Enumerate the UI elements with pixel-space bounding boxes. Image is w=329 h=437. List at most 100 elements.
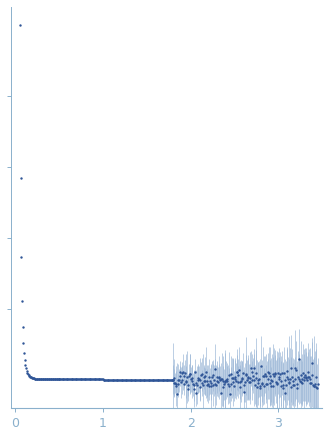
Point <box>256 380 261 387</box>
Point <box>135 376 140 383</box>
Point <box>196 376 202 383</box>
Point <box>40 376 45 383</box>
Point <box>299 375 304 382</box>
Point <box>249 369 254 376</box>
Point <box>70 376 75 383</box>
Point <box>204 369 209 376</box>
Point <box>239 374 244 381</box>
Point <box>176 377 182 384</box>
Point <box>175 377 180 384</box>
Point <box>211 372 216 379</box>
Point <box>27 372 32 379</box>
Point <box>203 378 208 385</box>
Point <box>304 374 309 381</box>
Point <box>314 374 319 381</box>
Point <box>63 376 68 383</box>
Point <box>133 376 138 383</box>
Point <box>76 376 82 383</box>
Point <box>210 374 215 381</box>
Point <box>291 382 296 388</box>
Point <box>309 379 314 386</box>
Point <box>215 374 220 381</box>
Point <box>276 374 281 381</box>
Point <box>91 376 96 383</box>
Point <box>292 376 298 383</box>
Point <box>119 376 124 383</box>
Point <box>147 376 152 383</box>
Point <box>188 370 193 377</box>
Point <box>78 376 83 383</box>
Point <box>200 371 205 378</box>
Point <box>67 376 73 383</box>
Point <box>39 376 44 383</box>
Point <box>134 376 139 383</box>
Point <box>312 382 317 389</box>
Point <box>138 376 143 383</box>
Point <box>166 376 172 383</box>
Point <box>262 371 267 378</box>
Point <box>277 371 283 378</box>
Point <box>231 383 237 390</box>
Point <box>269 382 274 389</box>
Point <box>35 375 40 382</box>
Point <box>26 371 31 378</box>
Point <box>183 378 188 385</box>
Point <box>189 378 194 385</box>
Point <box>180 377 185 384</box>
Point <box>99 376 105 383</box>
Point <box>170 376 176 383</box>
Point <box>250 377 255 384</box>
Point <box>230 378 235 385</box>
Point <box>18 175 23 182</box>
Point <box>163 376 168 383</box>
Point <box>294 380 300 387</box>
Point <box>173 382 178 389</box>
Point <box>174 381 179 388</box>
Point <box>151 376 156 383</box>
Point <box>171 379 176 386</box>
Point <box>192 368 197 375</box>
Point <box>83 376 88 383</box>
Point <box>113 376 118 383</box>
Point <box>191 382 197 389</box>
Point <box>27 373 33 380</box>
Point <box>25 369 30 376</box>
Point <box>190 375 195 382</box>
Point <box>308 380 313 387</box>
Point <box>236 371 241 378</box>
Point <box>49 376 55 383</box>
Point <box>104 376 110 383</box>
Point <box>45 376 50 383</box>
Point <box>213 381 218 388</box>
Point <box>282 377 287 384</box>
Point <box>216 374 221 381</box>
Point <box>68 376 73 383</box>
Point <box>90 376 95 383</box>
Point <box>19 298 24 305</box>
Point <box>262 373 267 380</box>
Point <box>23 365 29 372</box>
Point <box>289 373 294 380</box>
Point <box>208 379 214 386</box>
Point <box>130 376 136 383</box>
Point <box>198 376 203 383</box>
Point <box>110 376 115 383</box>
Point <box>73 376 78 383</box>
Point <box>94 376 100 383</box>
Point <box>311 382 316 389</box>
Point <box>106 376 111 383</box>
Point <box>244 371 249 378</box>
Point <box>154 376 160 383</box>
Point <box>97 376 102 383</box>
Point <box>146 376 151 383</box>
Point <box>158 376 164 383</box>
Point <box>235 369 240 376</box>
Point <box>254 369 259 376</box>
Point <box>259 380 264 387</box>
Point <box>62 376 67 383</box>
Point <box>88 376 93 383</box>
Point <box>126 376 132 383</box>
Point <box>57 376 62 383</box>
Point <box>266 376 271 383</box>
Point <box>293 367 298 374</box>
